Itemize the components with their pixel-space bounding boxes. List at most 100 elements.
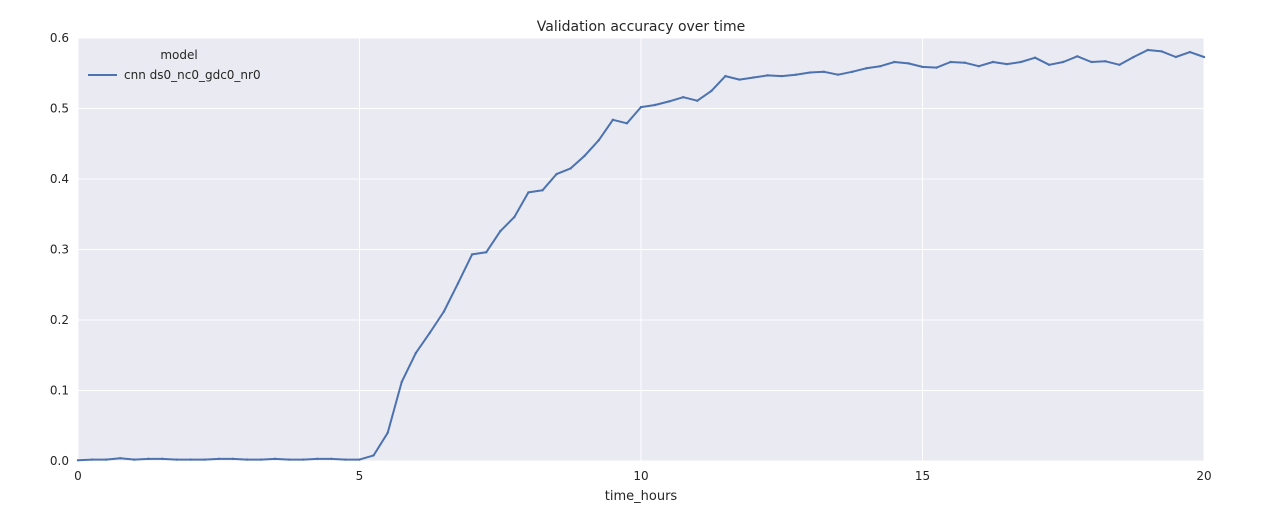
data-point	[259, 458, 263, 461]
data-point	[625, 122, 629, 125]
data-point	[527, 191, 530, 194]
y-tick-label: 0.1	[50, 384, 69, 398]
data-point	[949, 60, 952, 64]
data-point	[780, 74, 783, 78]
data-point	[822, 70, 826, 74]
data-point	[1160, 50, 1163, 53]
y-tick-label: 0.2	[50, 313, 69, 327]
data-point	[738, 78, 741, 81]
data-point	[499, 229, 502, 233]
data-point	[1118, 63, 1121, 66]
data-point	[1047, 63, 1051, 66]
data-point	[147, 457, 150, 461]
data-point	[611, 118, 615, 121]
data-point	[330, 457, 333, 461]
data-point	[400, 380, 403, 384]
data-point	[245, 458, 249, 461]
data-point	[358, 458, 361, 461]
x-tick-label: 0	[74, 469, 82, 483]
data-point	[836, 73, 840, 76]
x-axis-label: time_hours	[605, 489, 678, 504]
data-point	[935, 66, 938, 69]
data-point	[667, 100, 671, 103]
data-point	[231, 457, 235, 461]
data-point	[541, 189, 544, 192]
data-point	[893, 60, 896, 64]
y-tick-label: 0.6	[50, 31, 69, 45]
data-point	[386, 431, 389, 434]
data-point	[273, 457, 277, 461]
data-point	[597, 139, 600, 142]
data-point	[203, 458, 206, 461]
data-point	[808, 71, 812, 74]
data-point	[189, 458, 192, 461]
data-point	[682, 96, 685, 99]
data-point	[850, 70, 854, 74]
x-tick-label: 10	[633, 469, 648, 483]
data-point	[977, 65, 980, 68]
chart-title: Validation accuracy over time	[537, 19, 746, 35]
data-point	[639, 105, 643, 109]
data-point	[414, 351, 417, 355]
data-point	[879, 65, 882, 68]
data-point	[302, 458, 305, 461]
data-point	[1005, 62, 1009, 66]
data-point	[1062, 60, 1065, 64]
data-point	[161, 457, 164, 461]
data-point	[766, 74, 769, 77]
data-point	[710, 89, 713, 93]
data-point	[907, 62, 910, 65]
y-tick-label: 0.4	[50, 172, 69, 186]
data-point	[104, 458, 108, 461]
data-point	[428, 331, 432, 334]
data-point	[1104, 60, 1107, 63]
data-point	[991, 60, 995, 64]
data-point	[963, 61, 966, 64]
y-tick-label: 0.3	[50, 243, 69, 257]
data-point	[484, 251, 488, 254]
data-point	[344, 458, 347, 461]
x-tick-label: 5	[356, 469, 364, 483]
data-point	[865, 67, 868, 70]
y-tick-label: 0.5	[50, 102, 69, 116]
data-point	[1174, 55, 1178, 59]
data-point	[794, 73, 798, 76]
data-point	[119, 456, 122, 460]
data-point	[175, 458, 178, 461]
data-point	[724, 74, 727, 78]
data-point	[442, 310, 446, 313]
data-point	[1090, 60, 1093, 64]
legend: model cnn ds0_nc0_gdc0_nr0	[88, 48, 261, 82]
legend-label-series-0: cnn ds0_nc0_gdc0_nr0	[124, 68, 261, 82]
data-point	[583, 154, 586, 157]
x-tick-label: 20	[1196, 469, 1211, 483]
data-point	[316, 457, 319, 461]
legend-title: model	[160, 48, 197, 62]
data-point	[133, 458, 136, 461]
data-point	[456, 282, 460, 285]
data-point	[696, 99, 699, 102]
data-point	[1033, 56, 1037, 59]
data-point	[1019, 60, 1023, 64]
data-point	[555, 172, 558, 176]
data-point	[1132, 55, 1135, 59]
data-point	[287, 458, 291, 461]
data-point	[76, 459, 80, 462]
data-point	[1188, 50, 1192, 54]
data-point	[1146, 48, 1149, 52]
data-point	[217, 457, 220, 461]
data-point	[513, 215, 516, 219]
series-layer	[76, 48, 1206, 462]
data-point	[1076, 55, 1079, 58]
data-point	[752, 76, 755, 79]
data-point	[569, 167, 572, 170]
tick-labels: 0 5 10 15 20 0.0 0.1 0.2 0.3 0.4 0.5 0.6	[50, 31, 1212, 483]
data-point	[1202, 55, 1206, 59]
data-point	[470, 253, 474, 256]
data-point	[372, 454, 375, 457]
data-point	[653, 103, 657, 107]
data-point	[90, 458, 94, 461]
data-point	[921, 65, 924, 69]
